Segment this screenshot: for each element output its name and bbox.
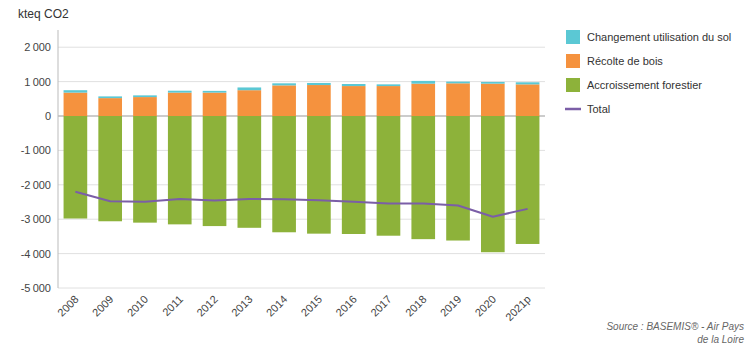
bar (377, 86, 401, 116)
y-tick-label: -2 000 (21, 179, 51, 191)
grid-line (58, 253, 545, 254)
bar (411, 116, 435, 239)
x-tick-label: 2016 (333, 293, 359, 319)
grid (58, 47, 545, 288)
x-tick-label: 2021p (503, 293, 533, 323)
legend-swatch (565, 108, 581, 111)
bar (481, 84, 505, 116)
bar (411, 81, 435, 84)
y-tick-label: 1 000 (24, 76, 51, 88)
annotation: Source : BASEMIS® - Air Pays de la Loire (606, 321, 744, 345)
annotation-line: Source : BASEMIS® - Air Pays (606, 321, 744, 332)
bar (237, 90, 261, 116)
bar (411, 84, 435, 116)
bar (481, 116, 505, 252)
bar (203, 93, 227, 116)
grid-line (58, 81, 545, 82)
bar (98, 116, 122, 221)
x-tick-label: 2012 (194, 293, 220, 319)
bar (133, 97, 157, 116)
bar (307, 85, 331, 116)
bar (377, 84, 401, 86)
bar (342, 116, 366, 234)
line (75, 192, 527, 217)
y-axis-label: kteq CO2 (18, 7, 69, 21)
grid-line (58, 288, 545, 289)
bar (64, 116, 88, 219)
y-axis-line (58, 30, 59, 288)
x-tick-label: 2011 (160, 293, 185, 318)
bar (203, 91, 227, 93)
legend: Changement utilisation du sol Récolte de … (565, 30, 731, 115)
x-tick-label: 2010 (125, 293, 151, 319)
bar (133, 116, 157, 223)
x-tick-label: 2014 (264, 293, 290, 319)
y-ticks: -5 000 -4 000 -3 000 -2 000 -1 000 0 1 000 2 00… (21, 41, 51, 294)
grid-line (58, 184, 545, 185)
bar (64, 93, 88, 116)
y-tick-label: -1 000 (21, 144, 51, 156)
bar (342, 84, 366, 86)
bar (168, 116, 192, 224)
x-tick-label: 2019 (438, 293, 464, 319)
grid-line (58, 47, 545, 48)
y-tick-label: 0 (45, 110, 51, 122)
bar (446, 82, 470, 84)
bar (203, 116, 227, 226)
bar (98, 96, 122, 98)
legend-swatch (566, 54, 580, 68)
bar (446, 116, 470, 241)
bar (168, 91, 192, 93)
bar (272, 85, 296, 116)
x-tick-label: 2009 (90, 293, 116, 319)
legend-label: Accroissement forestier (587, 79, 702, 91)
bar (446, 83, 470, 116)
bar (307, 83, 331, 85)
bar (481, 82, 505, 84)
legend-swatch (566, 30, 580, 44)
y-tick-label: -3 000 (21, 213, 51, 225)
x-tick-label: 2020 (472, 293, 498, 319)
bar (168, 93, 192, 116)
bar (342, 86, 366, 116)
legend-label: Total (587, 103, 610, 115)
grid-line (58, 150, 545, 151)
marks (64, 81, 540, 252)
y-tick-label: 2 000 (24, 41, 51, 53)
y-tick-label: -5 000 (21, 282, 51, 294)
legend-label: Changement utilisation du sol (587, 31, 731, 43)
bar (272, 83, 296, 85)
x-tick-label: 2015 (299, 293, 325, 319)
bar (516, 84, 540, 116)
x-ticks: 2008 2009 2010 2011 2012 2013 2014 2015 2016 2017… (55, 293, 533, 323)
bar (516, 116, 540, 244)
x-tick-label: 2013 (229, 293, 255, 319)
bar (237, 116, 261, 228)
y-tick-label: -4 000 (21, 248, 51, 260)
grid-line (58, 116, 545, 117)
bar (237, 87, 261, 90)
x-tick-label: 2018 (403, 293, 429, 319)
bar (98, 98, 122, 116)
x-tick-label: 2017 (368, 293, 394, 319)
bar (272, 116, 296, 232)
annotation-line: de la Loire (697, 334, 744, 345)
bar (377, 116, 401, 236)
legend-swatch (566, 78, 580, 92)
bar (133, 95, 157, 97)
bar (516, 82, 540, 84)
x-tick-label: 2008 (55, 293, 81, 319)
chart: -5 000 -4 000 -3 000 -2 000 -1 000 0 1 000 2 00… (0, 0, 750, 351)
bar (307, 116, 331, 234)
legend-label: Récolte de bois (587, 55, 663, 67)
bar (64, 90, 88, 92)
grid-line (58, 219, 545, 220)
